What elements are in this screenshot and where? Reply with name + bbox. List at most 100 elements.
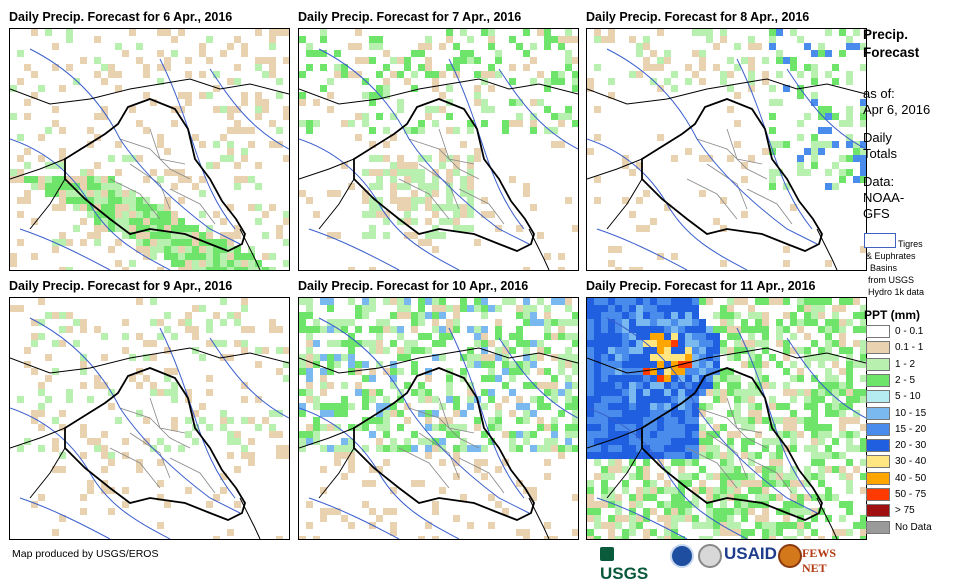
forecast-map — [9, 297, 290, 540]
province-boundary — [706, 163, 748, 210]
basin-legend-text: & Euphrates Basins from USGS Hydro 1k da… — [866, 250, 924, 298]
country-border — [159, 347, 289, 364]
asof-date: Apr 6, 2016 — [863, 102, 931, 117]
precip-grid — [587, 298, 866, 539]
data-source-line3: GFS — [863, 206, 890, 221]
precip-map-svg — [299, 29, 578, 270]
legend-swatch — [866, 373, 890, 387]
country-border — [10, 83, 161, 105]
basin-outline — [498, 68, 578, 150]
precip-grid — [10, 298, 289, 539]
legend-item: 15 - 20 — [866, 422, 927, 436]
legend-label: 5 - 10 — [895, 391, 921, 403]
basin-outline — [736, 58, 813, 230]
legend-label: > 75 — [895, 505, 915, 517]
basin-outline — [10, 407, 171, 539]
country-border — [10, 158, 66, 180]
basin-outline — [786, 337, 866, 419]
legend-label: 15 - 20 — [895, 423, 927, 435]
basin-outline — [606, 317, 818, 514]
forecast-map — [586, 28, 867, 271]
legend-item: 40 - 50 — [866, 471, 926, 485]
precip-map-svg — [10, 298, 289, 539]
basin-outline — [448, 327, 525, 499]
forecast-map — [9, 28, 290, 271]
basin-line4: from USGS — [868, 275, 915, 285]
precip-grid — [299, 298, 578, 539]
province-boundary — [686, 178, 738, 220]
legend-item: No Data — [866, 520, 932, 534]
province-boundary — [458, 457, 505, 494]
iraq-border — [353, 367, 535, 521]
sidebar: Precip. Forecast as of: Apr 6, 2016 Dail… — [863, 26, 963, 222]
sidebar-title-line2: Forecast — [863, 45, 920, 60]
province-boundary — [109, 447, 161, 489]
country-border — [448, 78, 578, 95]
totals-line1: Daily — [863, 130, 892, 145]
panel-title: Daily Precip. Forecast for 7 Apr., 2016 — [298, 10, 522, 24]
basin-outline-swatch — [864, 233, 896, 248]
basin-outline — [596, 497, 688, 539]
legend-item: 50 - 75 — [866, 488, 926, 501]
noaa-logo — [670, 544, 694, 568]
province-boundary — [398, 178, 450, 220]
country-border — [159, 78, 289, 95]
basin-outline — [29, 317, 241, 514]
panel-apr10: Daily Precip. Forecast for 10 Apr., 2016 — [298, 279, 588, 541]
basin-outline — [159, 58, 236, 230]
country-border — [587, 83, 738, 105]
panel-title: Daily Precip. Forecast for 11 Apr., 2016 — [586, 279, 816, 293]
legend-label: 10 - 15 — [895, 407, 927, 419]
forecast-map — [298, 28, 579, 271]
country-border — [528, 497, 550, 539]
province-boundary — [129, 432, 171, 479]
basin-outline — [209, 337, 289, 419]
country-border — [239, 228, 261, 270]
country-border — [448, 347, 578, 364]
legend-item: 2 - 5 — [866, 373, 915, 387]
province-boundary — [169, 457, 216, 494]
basin-outline — [209, 68, 289, 150]
legend-swatch — [866, 439, 890, 453]
country-border — [587, 158, 643, 180]
basin-line2: & Euphrates — [866, 251, 916, 261]
legend-item: 10 - 15 — [866, 406, 927, 420]
country-border — [239, 497, 261, 539]
forecast-map — [586, 297, 867, 540]
province-boundary — [418, 163, 460, 210]
legend-item: 1 - 2 — [866, 357, 915, 371]
panel-title: Daily Precip. Forecast for 6 Apr., 2016 — [9, 10, 233, 24]
province-boundary — [109, 178, 161, 220]
province-boundary — [438, 128, 475, 165]
legend-item: 30 - 40 — [866, 455, 927, 469]
basin-outline — [448, 58, 525, 230]
country-border — [736, 347, 866, 364]
country-border — [606, 178, 643, 230]
province-boundary — [129, 163, 171, 210]
iraq-border — [64, 367, 246, 521]
basin-outline — [498, 337, 578, 419]
basin-outline — [19, 228, 111, 270]
legend-label: 30 - 40 — [895, 456, 927, 468]
legend-item: 0.1 - 1 — [866, 341, 923, 355]
province-boundary — [686, 447, 738, 489]
legend-swatch — [866, 406, 890, 420]
precip-map-svg — [10, 29, 289, 270]
province-boundary — [149, 128, 186, 165]
basin-outline — [736, 327, 813, 499]
country-border — [816, 228, 838, 270]
usaid-logo: USAID — [724, 544, 777, 563]
iraq-border — [353, 98, 535, 252]
province-boundary — [149, 397, 186, 434]
province-boundary — [418, 432, 460, 479]
sidebar-title-line1: Precip. — [863, 27, 909, 42]
legend-label: 50 - 75 — [895, 489, 927, 501]
fewsnet-logo: FEWS NET — [802, 546, 837, 575]
country-border — [299, 158, 355, 180]
basin-legend: Tigres — [898, 238, 923, 250]
precip-map-svg — [587, 29, 866, 270]
basin-outline — [318, 317, 530, 514]
precip-map-svg — [587, 298, 866, 539]
legend-swatch — [866, 488, 890, 501]
country-border — [606, 447, 643, 499]
